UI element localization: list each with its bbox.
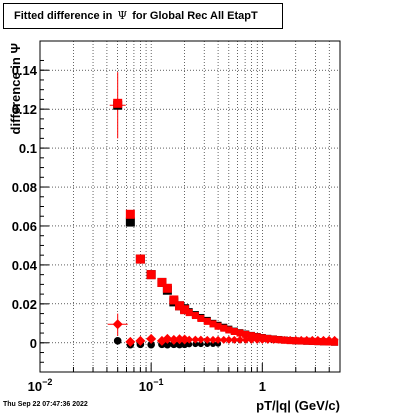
data-point-circle bbox=[163, 340, 172, 349]
data-point-diamond bbox=[191, 335, 200, 344]
chart-title-box: Fitted difference in Ψ for Global Rec Al… bbox=[3, 3, 283, 29]
data-point-diamond bbox=[203, 335, 212, 344]
data-point-square bbox=[180, 305, 190, 315]
data-point-diamond bbox=[319, 335, 328, 344]
data-point-diamond bbox=[236, 335, 245, 344]
data-point-diamond bbox=[230, 335, 239, 344]
data-point-square bbox=[162, 283, 172, 293]
data-point-square bbox=[236, 329, 244, 337]
data-point-square bbox=[175, 301, 185, 311]
data-point-diamond bbox=[297, 335, 306, 344]
data-point-diamond bbox=[308, 335, 317, 344]
data-point-square bbox=[191, 312, 199, 320]
data-point-square bbox=[220, 324, 228, 332]
data-point-square bbox=[248, 332, 256, 340]
chart-title-suffix: for Global Rec All EtapT bbox=[132, 10, 258, 22]
y-tick-label: 0.14 bbox=[12, 63, 38, 78]
x-tick-label: 10−2 bbox=[28, 377, 53, 394]
data-point-square bbox=[146, 270, 156, 280]
y-tick-label: 0.1 bbox=[19, 141, 37, 156]
data-point-circle bbox=[192, 341, 199, 348]
data-point-square bbox=[230, 328, 238, 336]
data-point-square bbox=[113, 98, 123, 108]
data-point-diamond bbox=[286, 335, 295, 344]
data-point-square bbox=[125, 217, 135, 227]
data-point-square bbox=[225, 326, 233, 334]
data-point-diamond bbox=[313, 335, 322, 344]
data-point-circle bbox=[204, 340, 211, 347]
x-tick-label: 1 bbox=[259, 379, 266, 394]
data-point-diamond bbox=[208, 335, 217, 344]
footer-timestamp: Thu Sep 22 07:47:36 2022 bbox=[3, 401, 88, 408]
data-point-diamond bbox=[269, 335, 278, 344]
data-point-diamond bbox=[247, 335, 256, 344]
data-point-square bbox=[197, 314, 205, 322]
data-point-diamond bbox=[330, 335, 339, 344]
data-point-diamond bbox=[253, 335, 262, 344]
data-point-square bbox=[185, 309, 193, 317]
y-tick-label: 0.02 bbox=[12, 297, 37, 312]
y-tick-label: 0 bbox=[30, 336, 37, 351]
data-point-circle bbox=[197, 341, 204, 348]
data-point-diamond bbox=[135, 335, 146, 346]
data-point-diamond bbox=[162, 333, 173, 344]
data-point-square bbox=[169, 295, 179, 305]
data-point-square bbox=[214, 322, 222, 330]
data-point-circle bbox=[147, 340, 155, 349]
data-point-circle bbox=[186, 341, 193, 348]
y-axis-label: difference in Ψ bbox=[8, 43, 23, 134]
data-point-diamond bbox=[196, 335, 205, 344]
data-point-diamond bbox=[258, 335, 267, 344]
data-point-diamond bbox=[224, 335, 233, 344]
chart-title-prefix: Fitted difference in bbox=[14, 10, 113, 22]
data-point-diamond bbox=[179, 334, 190, 345]
data-point-diamond bbox=[219, 335, 228, 344]
y-tick-label: 0.12 bbox=[12, 102, 37, 117]
x-axis-label: pT/|q| (GeV/c) bbox=[256, 398, 340, 413]
y-tick-label: 0.06 bbox=[12, 219, 37, 234]
data-point-diamond bbox=[112, 319, 123, 330]
data-point-square bbox=[125, 209, 135, 219]
data-point-square bbox=[209, 320, 217, 328]
data-point-square bbox=[242, 330, 250, 338]
data-point-diamond bbox=[324, 335, 333, 344]
data-point-diamond bbox=[185, 335, 194, 344]
data-point-square bbox=[203, 317, 211, 325]
data-point-circle bbox=[113, 337, 122, 345]
data-point-square bbox=[157, 277, 167, 287]
chart-title-psi-symbol: Ψ bbox=[117, 9, 128, 22]
data-point-diamond bbox=[168, 334, 179, 345]
y-tick-label: 0.04 bbox=[12, 258, 38, 273]
data-point-circle bbox=[209, 340, 216, 347]
data-point-diamond bbox=[146, 333, 157, 344]
x-tick-label: 10−1 bbox=[139, 377, 164, 394]
data-point-square bbox=[135, 254, 145, 264]
data-point-diamond bbox=[241, 335, 250, 344]
data-point-diamond bbox=[263, 335, 272, 344]
data-point-diamond bbox=[125, 336, 136, 347]
y-tick-label: 0.08 bbox=[12, 180, 37, 195]
plot-frame bbox=[39, 40, 341, 373]
data-point-diamond bbox=[291, 335, 300, 344]
data-point-diamond bbox=[280, 335, 289, 344]
data-point-diamond bbox=[214, 335, 223, 344]
data-point-diamond bbox=[274, 335, 283, 344]
data-point-diamond bbox=[302, 335, 311, 344]
